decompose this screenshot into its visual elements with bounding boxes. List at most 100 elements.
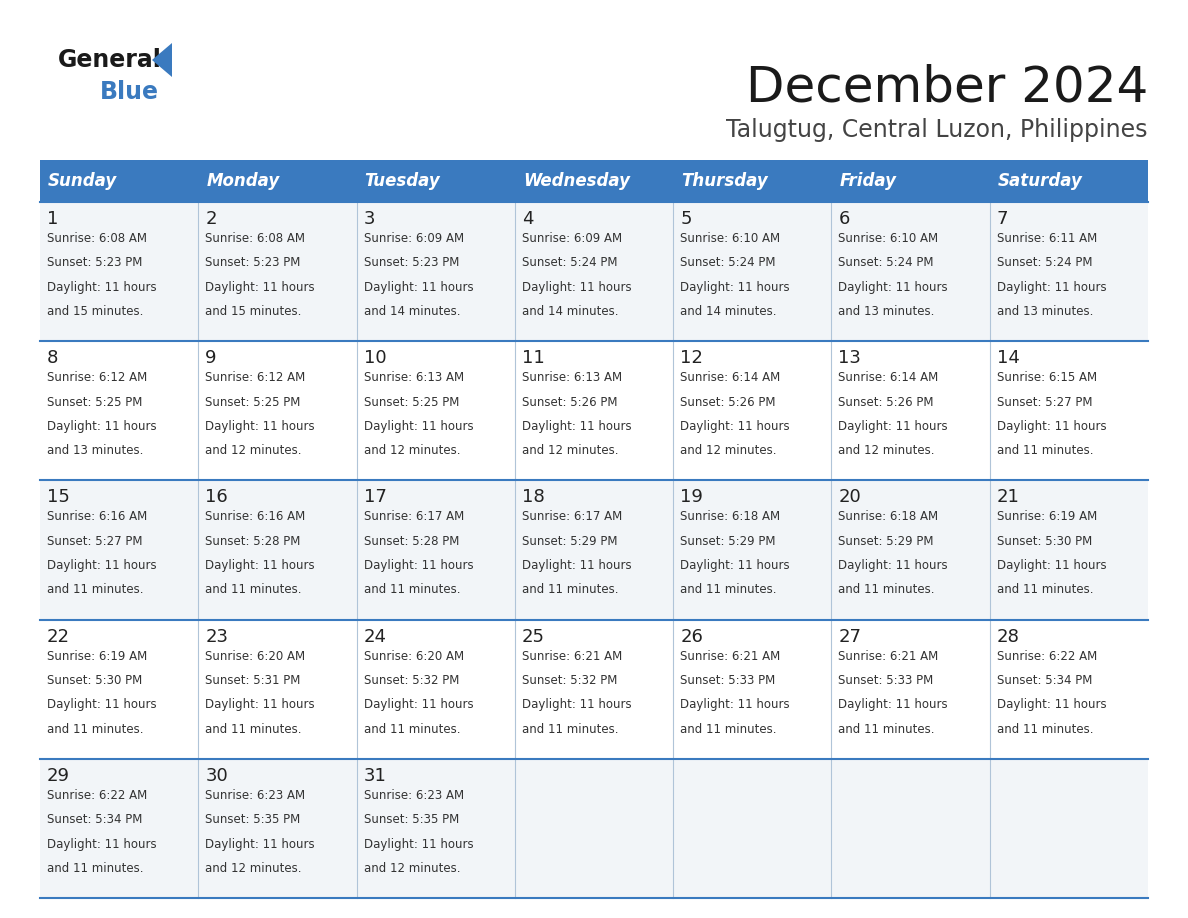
Text: 13: 13 — [839, 349, 861, 367]
Text: Sunday: Sunday — [48, 172, 118, 190]
Text: Daylight: 11 hours: Daylight: 11 hours — [839, 420, 948, 433]
Text: and 12 minutes.: and 12 minutes. — [681, 444, 777, 457]
Bar — [674, 160, 832, 202]
Bar — [356, 160, 514, 202]
Text: and 12 minutes.: and 12 minutes. — [839, 444, 935, 457]
Text: and 11 minutes.: and 11 minutes. — [839, 722, 935, 735]
Text: Daylight: 11 hours: Daylight: 11 hours — [48, 837, 157, 850]
Text: Sunset: 5:32 PM: Sunset: 5:32 PM — [522, 674, 618, 687]
Bar — [990, 160, 1148, 202]
Text: Sunrise: 6:15 AM: Sunrise: 6:15 AM — [997, 371, 1097, 385]
Text: and 11 minutes.: and 11 minutes. — [681, 722, 777, 735]
Text: Sunrise: 6:19 AM: Sunrise: 6:19 AM — [997, 510, 1097, 523]
Text: and 14 minutes.: and 14 minutes. — [364, 305, 460, 318]
Text: and 11 minutes.: and 11 minutes. — [681, 584, 777, 597]
Text: Sunset: 5:24 PM: Sunset: 5:24 PM — [839, 256, 934, 269]
Text: Daylight: 11 hours: Daylight: 11 hours — [206, 420, 315, 433]
Polygon shape — [152, 43, 172, 77]
Text: Sunrise: 6:22 AM: Sunrise: 6:22 AM — [48, 789, 147, 801]
Text: 12: 12 — [681, 349, 703, 367]
Text: Sunset: 5:30 PM: Sunset: 5:30 PM — [997, 535, 1092, 548]
Text: Daylight: 11 hours: Daylight: 11 hours — [48, 281, 157, 294]
Text: 19: 19 — [681, 488, 703, 507]
Text: 17: 17 — [364, 488, 386, 507]
Text: Daylight: 11 hours: Daylight: 11 hours — [522, 281, 632, 294]
Text: 7: 7 — [997, 210, 1009, 228]
Text: 5: 5 — [681, 210, 691, 228]
Text: and 13 minutes.: and 13 minutes. — [48, 444, 144, 457]
Text: 22: 22 — [48, 628, 70, 645]
Text: Daylight: 11 hours: Daylight: 11 hours — [206, 837, 315, 850]
Text: Sunrise: 6:10 AM: Sunrise: 6:10 AM — [681, 232, 781, 245]
Text: Sunrise: 6:21 AM: Sunrise: 6:21 AM — [839, 650, 939, 663]
Text: Daylight: 11 hours: Daylight: 11 hours — [522, 420, 632, 433]
Text: 27: 27 — [839, 628, 861, 645]
Bar — [40, 620, 1148, 759]
Text: 24: 24 — [364, 628, 386, 645]
Text: and 11 minutes.: and 11 minutes. — [522, 584, 619, 597]
Text: Daylight: 11 hours: Daylight: 11 hours — [206, 559, 315, 572]
Text: Sunset: 5:26 PM: Sunset: 5:26 PM — [839, 396, 934, 409]
Text: and 14 minutes.: and 14 minutes. — [522, 305, 619, 318]
Text: 4: 4 — [522, 210, 533, 228]
Text: 21: 21 — [997, 488, 1019, 507]
Text: and 13 minutes.: and 13 minutes. — [839, 305, 935, 318]
Text: and 12 minutes.: and 12 minutes. — [364, 862, 460, 875]
Text: and 11 minutes.: and 11 minutes. — [997, 584, 1093, 597]
Bar — [40, 480, 1148, 620]
Text: Sunrise: 6:19 AM: Sunrise: 6:19 AM — [48, 650, 147, 663]
Text: Blue: Blue — [100, 80, 159, 104]
Text: Daylight: 11 hours: Daylight: 11 hours — [522, 699, 632, 711]
Text: Sunrise: 6:17 AM: Sunrise: 6:17 AM — [364, 510, 463, 523]
Text: Sunrise: 6:17 AM: Sunrise: 6:17 AM — [522, 510, 623, 523]
Text: and 11 minutes.: and 11 minutes. — [48, 722, 144, 735]
Text: Sunset: 5:24 PM: Sunset: 5:24 PM — [681, 256, 776, 269]
Text: 25: 25 — [522, 628, 545, 645]
Text: Sunset: 5:34 PM: Sunset: 5:34 PM — [997, 674, 1092, 687]
Text: 8: 8 — [48, 349, 58, 367]
Text: and 12 minutes.: and 12 minutes. — [522, 444, 619, 457]
Text: Daylight: 11 hours: Daylight: 11 hours — [681, 559, 790, 572]
Text: and 13 minutes.: and 13 minutes. — [997, 305, 1093, 318]
Bar — [40, 759, 1148, 898]
Text: Sunrise: 6:23 AM: Sunrise: 6:23 AM — [206, 789, 305, 801]
Text: Sunset: 5:23 PM: Sunset: 5:23 PM — [206, 256, 301, 269]
Text: Daylight: 11 hours: Daylight: 11 hours — [48, 699, 157, 711]
Text: Daylight: 11 hours: Daylight: 11 hours — [522, 559, 632, 572]
Text: 31: 31 — [364, 767, 386, 785]
Text: and 11 minutes.: and 11 minutes. — [997, 722, 1093, 735]
Text: Daylight: 11 hours: Daylight: 11 hours — [681, 699, 790, 711]
Text: and 12 minutes.: and 12 minutes. — [364, 444, 460, 457]
Text: Daylight: 11 hours: Daylight: 11 hours — [364, 420, 473, 433]
Text: Daylight: 11 hours: Daylight: 11 hours — [997, 699, 1106, 711]
Text: Daylight: 11 hours: Daylight: 11 hours — [997, 281, 1106, 294]
Text: Sunset: 5:30 PM: Sunset: 5:30 PM — [48, 674, 143, 687]
Text: Sunrise: 6:11 AM: Sunrise: 6:11 AM — [997, 232, 1097, 245]
Text: Daylight: 11 hours: Daylight: 11 hours — [48, 420, 157, 433]
Text: Sunrise: 6:12 AM: Sunrise: 6:12 AM — [48, 371, 147, 385]
Text: 16: 16 — [206, 488, 228, 507]
Text: and 12 minutes.: and 12 minutes. — [206, 862, 302, 875]
Text: 6: 6 — [839, 210, 849, 228]
Text: 20: 20 — [839, 488, 861, 507]
Text: 11: 11 — [522, 349, 544, 367]
Text: Thursday: Thursday — [681, 172, 767, 190]
Text: Talugtug, Central Luzon, Philippines: Talugtug, Central Luzon, Philippines — [727, 118, 1148, 142]
Bar — [40, 160, 198, 202]
Text: Sunrise: 6:14 AM: Sunrise: 6:14 AM — [681, 371, 781, 385]
Text: and 11 minutes.: and 11 minutes. — [522, 722, 619, 735]
Text: Daylight: 11 hours: Daylight: 11 hours — [997, 420, 1106, 433]
Text: 2: 2 — [206, 210, 216, 228]
Text: Sunrise: 6:08 AM: Sunrise: 6:08 AM — [206, 232, 305, 245]
Text: Daylight: 11 hours: Daylight: 11 hours — [364, 281, 473, 294]
Text: and 11 minutes.: and 11 minutes. — [48, 584, 144, 597]
Text: Daylight: 11 hours: Daylight: 11 hours — [364, 699, 473, 711]
Text: Daylight: 11 hours: Daylight: 11 hours — [206, 699, 315, 711]
Text: and 11 minutes.: and 11 minutes. — [364, 722, 460, 735]
Text: Sunset: 5:33 PM: Sunset: 5:33 PM — [839, 674, 934, 687]
Text: 18: 18 — [522, 488, 544, 507]
Text: Sunset: 5:31 PM: Sunset: 5:31 PM — [206, 674, 301, 687]
Bar — [40, 341, 1148, 480]
Text: Sunset: 5:26 PM: Sunset: 5:26 PM — [522, 396, 618, 409]
Text: 1: 1 — [48, 210, 58, 228]
